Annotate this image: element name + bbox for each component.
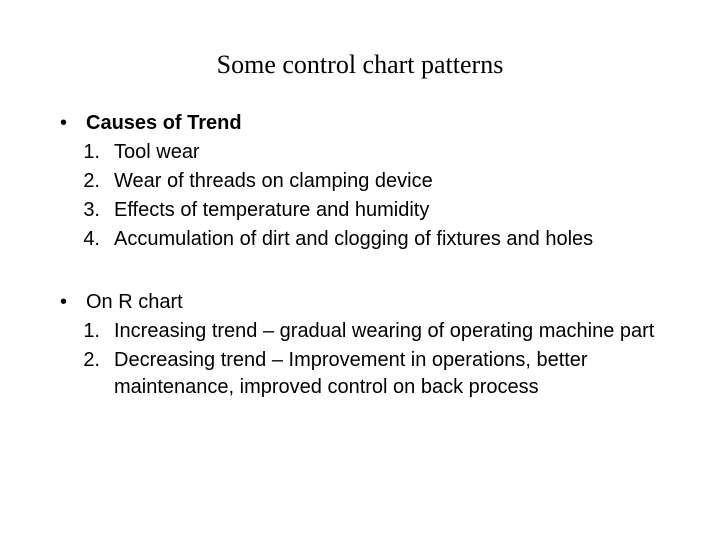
section-on-r-chart: • On R chart 1. Increasing trend – gradu…: [50, 289, 670, 401]
list-number: 4.: [50, 226, 114, 253]
list-item: 3. Effects of temperature and humidity: [50, 197, 670, 224]
bullet-item: • Causes of Trend: [50, 110, 670, 137]
bullet-heading: On R chart: [86, 289, 670, 316]
list-text: Increasing trend – gradual wearing of op…: [114, 318, 670, 345]
list-item: 2. Wear of threads on clamping device: [50, 168, 670, 195]
bullet-item: • On R chart: [50, 289, 670, 316]
list-item: 2. Decreasing trend – Improvement in ope…: [50, 347, 670, 401]
list-item: 4. Accumulation of dirt and clogging of …: [50, 226, 670, 253]
bullet-marker: •: [50, 110, 86, 137]
list-text: Decreasing trend – Improvement in operat…: [114, 347, 670, 401]
list-number: 2.: [50, 168, 114, 195]
section-causes-of-trend: • Causes of Trend 1. Tool wear 2. Wear o…: [50, 110, 670, 253]
list-text: Effects of temperature and humidity: [114, 197, 670, 224]
list-item: 1. Increasing trend – gradual wearing of…: [50, 318, 670, 345]
bullet-heading: Causes of Trend: [86, 110, 670, 137]
list-item: 1. Tool wear: [50, 139, 670, 166]
list-text: Wear of threads on clamping device: [114, 168, 670, 195]
list-text: Tool wear: [114, 139, 670, 166]
slide-title: Some control chart patterns: [50, 50, 670, 80]
list-number: 3.: [50, 197, 114, 224]
list-number: 2.: [50, 347, 114, 374]
list-number: 1.: [50, 139, 114, 166]
bullet-marker: •: [50, 289, 86, 316]
list-text: Accumulation of dirt and clogging of fix…: [114, 226, 670, 253]
list-number: 1.: [50, 318, 114, 345]
